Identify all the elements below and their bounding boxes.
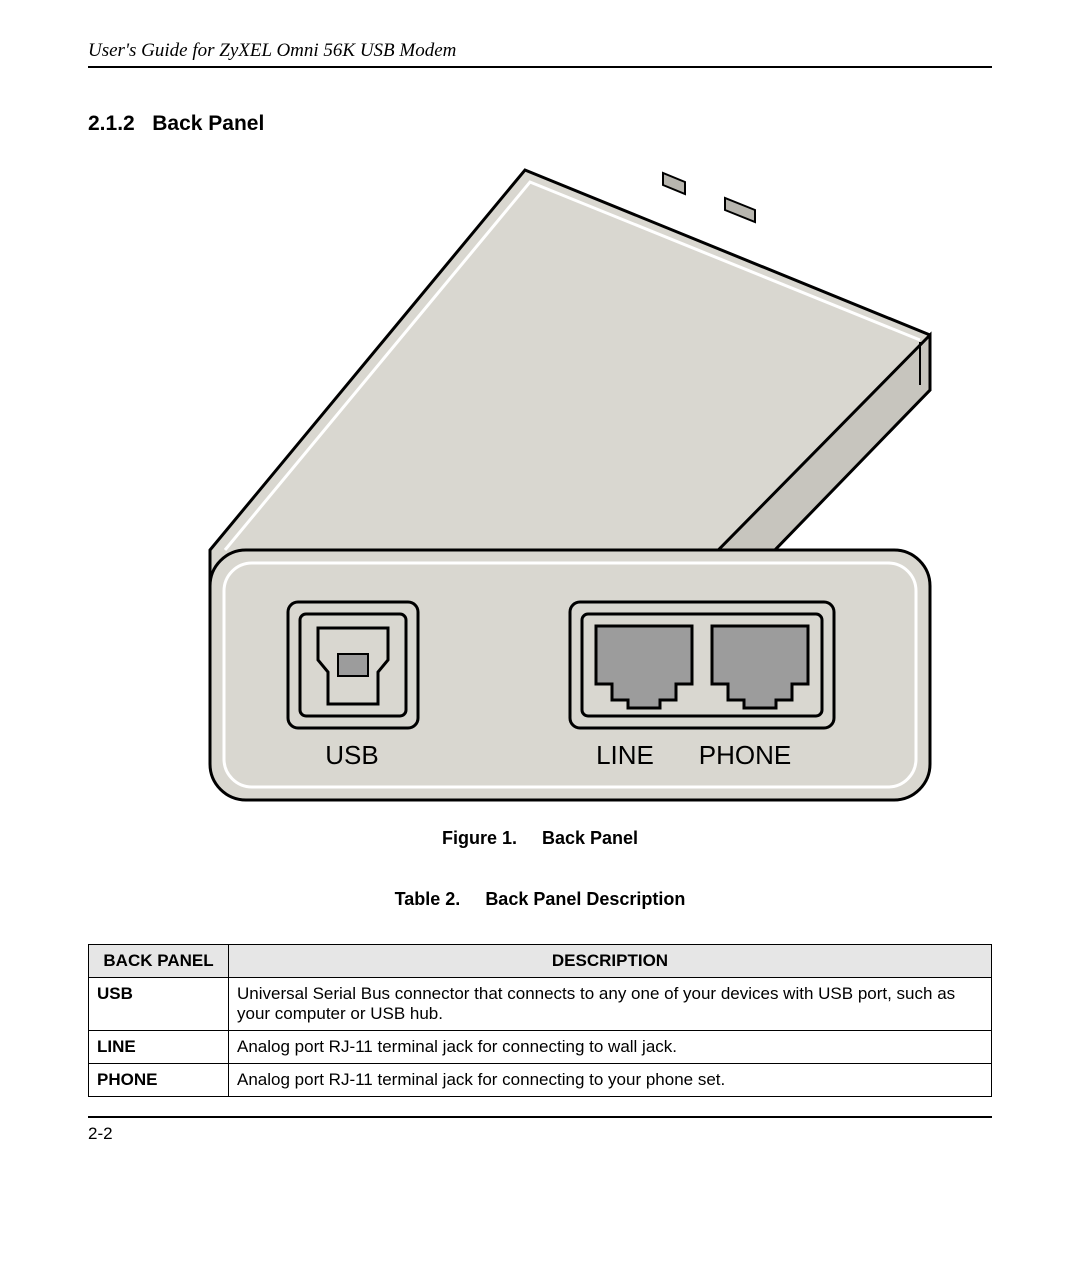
table-cell-label: PHONE xyxy=(89,1064,229,1097)
table-col-0: BACK PANEL xyxy=(89,945,229,978)
section-heading: Back Panel xyxy=(152,112,264,135)
back-panel-table: BACK PANEL DESCRIPTION USB Universal Ser… xyxy=(88,944,992,1097)
usb-port-label: USB xyxy=(325,740,378,770)
figure-back-panel: Omni 56K USB ZyXEL USB LINE PHONE xyxy=(88,160,992,810)
page-header: User's Guide for ZyXEL Omni 56K USB Mode… xyxy=(88,40,992,68)
section-number: 2.1.2 xyxy=(88,112,135,135)
table-cell-desc: Analog port RJ-11 terminal jack for conn… xyxy=(229,1064,992,1097)
line-port-label: LINE xyxy=(596,740,654,770)
figure-caption-text: Back Panel xyxy=(542,828,638,848)
table-caption-prefix: Table 2. xyxy=(395,889,461,909)
page-number: 2-2 xyxy=(88,1124,113,1143)
table-row: PHONE Analog port RJ-11 terminal jack fo… xyxy=(89,1064,992,1097)
table-caption-text: Back Panel Description xyxy=(485,889,685,909)
table-caption: Table 2. Back Panel Description xyxy=(88,889,992,910)
page-footer: 2-2 xyxy=(88,1116,992,1144)
figure-caption: Figure 1. Back Panel xyxy=(88,828,992,849)
section-title: 2.1.2 Back Panel xyxy=(88,112,992,136)
table-cell-desc: Universal Serial Bus connector that conn… xyxy=(229,978,992,1031)
table-cell-desc: Analog port RJ-11 terminal jack for conn… xyxy=(229,1031,992,1064)
table-header-row: BACK PANEL DESCRIPTION xyxy=(89,945,992,978)
table-row: USB Universal Serial Bus connector that … xyxy=(89,978,992,1031)
table-cell-label: USB xyxy=(89,978,229,1031)
table-row: LINE Analog port RJ-11 terminal jack for… xyxy=(89,1031,992,1064)
device-top-buttons xyxy=(663,173,755,222)
table-col-1: DESCRIPTION xyxy=(229,945,992,978)
table-cell-label: LINE xyxy=(89,1031,229,1064)
figure-caption-prefix: Figure 1. xyxy=(442,828,517,848)
phone-port-label: PHONE xyxy=(699,740,791,770)
